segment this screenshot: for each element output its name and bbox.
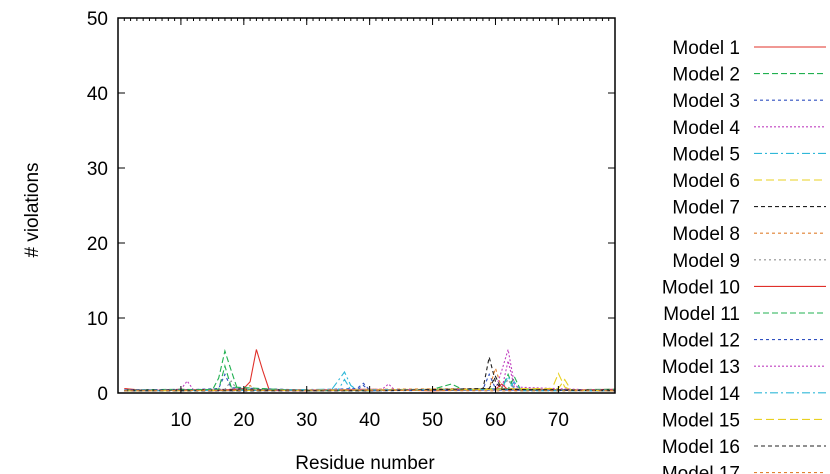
series-line-model-1 [124, 349, 616, 392]
y-tick-label: 10 [87, 309, 108, 330]
x-tick-label: 30 [296, 410, 317, 431]
y-tick-label: 50 [87, 9, 108, 30]
legend-label-model-11: Model 11 [663, 304, 740, 325]
legend-label-model-17: Model 17 [662, 464, 740, 474]
legend-label-model-15: Model 15 [662, 410, 740, 431]
legend-label-model-7: Model 7 [672, 198, 740, 219]
plot-border [117, 17, 616, 394]
legend-label-model-3: Model 3 [672, 91, 740, 112]
legend: Model 1 Model 2 Model 3 Model 4 Model 5 Model… [662, 38, 826, 474]
plot-frame [117, 17, 616, 394]
legend-label-model-14: Model 14 [662, 384, 741, 405]
series-line-model-3 [124, 372, 616, 392]
legend-label-model-6: Model 6 [672, 171, 740, 192]
plot-lines [124, 348, 616, 392]
legend-label-model-8: Model 8 [672, 224, 740, 245]
x-tick-label: 20 [233, 410, 254, 431]
y-tick-label: 30 [87, 159, 108, 180]
legend-label-model-2: Model 2 [672, 65, 740, 86]
series-line-model-14 [124, 378, 615, 392]
series-line-model-17 [124, 389, 615, 392]
series-line-model-16 [124, 375, 616, 392]
series-line-model-9 [124, 378, 615, 392]
legend-label-model-1: Model 1 [672, 38, 740, 59]
x-tick-label: 50 [422, 410, 443, 431]
axis-ticks: 10 20 30 40 50 60 70 0 10 20 30 40 50 [87, 9, 615, 431]
legend-label-model-9: Model 9 [672, 251, 740, 272]
x-tick-label: 60 [485, 410, 506, 431]
x-axis-label: Residue number [295, 453, 435, 474]
x-tick-label: 10 [170, 410, 191, 431]
series-line-model-4 [124, 349, 615, 392]
y-tick-label: 40 [87, 84, 108, 105]
legend-label-model-16: Model 16 [662, 437, 740, 458]
legend-label-model-10: Model 10 [662, 277, 740, 298]
y-axis-label: # violations [22, 162, 43, 257]
series-line-model-15 [124, 378, 616, 392]
series-line-model-7 [124, 356, 616, 392]
y-tick-label: 0 [97, 384, 108, 405]
series-line-model-2 [124, 348, 616, 392]
y-tick-label: 20 [87, 234, 108, 255]
x-tick-label: 70 [548, 410, 569, 431]
x-tick-label: 40 [359, 410, 380, 431]
legend-label-model-4: Model 4 [672, 118, 740, 139]
legend-label-model-5: Model 5 [672, 144, 740, 165]
legend-label-model-13: Model 13 [662, 357, 740, 378]
legend-label-model-12: Model 12 [662, 331, 740, 352]
series-line-model-6 [124, 372, 616, 392]
